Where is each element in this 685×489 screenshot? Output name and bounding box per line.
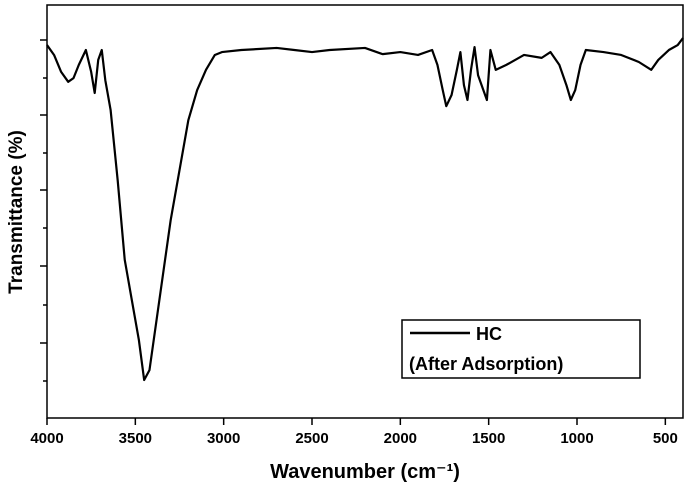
x-tick-label: 3000 bbox=[207, 430, 240, 447]
legend-label: HC bbox=[476, 324, 502, 344]
legend-box bbox=[401, 319, 641, 379]
x-tick-label: 1500 bbox=[472, 430, 505, 447]
x-tick-label: 500 bbox=[653, 430, 678, 447]
x-tick-label: 2500 bbox=[295, 430, 328, 447]
x-tick-label: 3500 bbox=[119, 430, 152, 447]
x-axis-label: Wavenumber (cm⁻¹) bbox=[270, 461, 460, 483]
spectrum-line bbox=[46, 37, 684, 382]
y-axis-ticks bbox=[40, 39, 47, 382]
y-axis-label: Transmittance (%) bbox=[6, 130, 27, 294]
x-tick-label: 1000 bbox=[560, 430, 593, 447]
x-tick-label: 4000 bbox=[30, 430, 63, 447]
plot-frame bbox=[46, 4, 684, 419]
legend-subtitle: (After Adsorption) bbox=[409, 354, 563, 374]
x-tick-label: 2000 bbox=[384, 430, 417, 447]
